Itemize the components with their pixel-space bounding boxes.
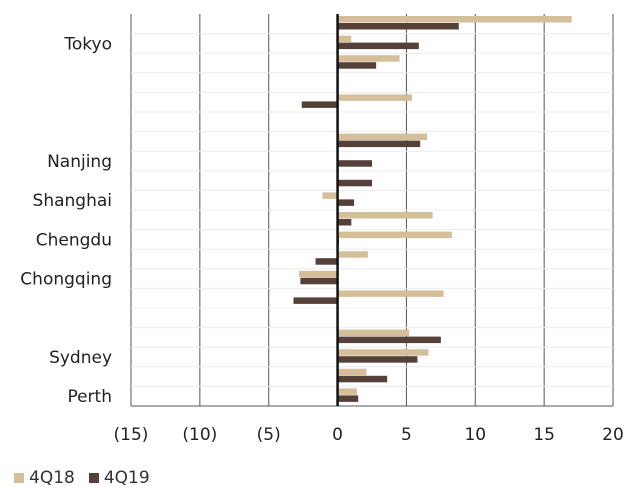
- x-tick-labels: (15) (10) (5) 0 5 10 15 20: [114, 425, 624, 445]
- bar-4q18: [337, 94, 412, 101]
- bar-4q18: [337, 290, 444, 297]
- bar-4q18: [337, 368, 367, 376]
- category-label: Chongqing: [20, 270, 112, 290]
- bar-4q18: [337, 251, 368, 258]
- bar-4q19: [337, 199, 355, 206]
- bar-4q18: [337, 329, 410, 337]
- bar-4q19: [301, 101, 338, 108]
- bar-4q19: [293, 297, 338, 304]
- bar-4q19: [337, 179, 372, 187]
- bar-4q19: [337, 140, 421, 148]
- bar-4q19: [337, 219, 352, 226]
- bar-4q19: [337, 375, 388, 383]
- legend-label-4q19: 4Q19: [103, 468, 150, 488]
- x-tick-label: 5: [401, 425, 412, 445]
- x-tick-label: 0: [332, 425, 343, 445]
- category-label: Perth: [67, 387, 112, 407]
- bar-4q19: [337, 62, 377, 69]
- bar-4q19: [337, 356, 418, 363]
- bar-4q18: [337, 16, 572, 23]
- bar-4q19: [337, 42, 419, 50]
- category-label: Nanjing: [47, 152, 112, 172]
- legend-label-4q18: 4Q18: [29, 468, 75, 488]
- x-tick-label: (15): [114, 425, 149, 445]
- chart-grid: [130, 14, 614, 407]
- chart-legend: 4Q18 4Q19: [14, 468, 164, 488]
- bar-4q18: [337, 133, 428, 141]
- x-tick-label: 15: [533, 425, 555, 445]
- legend-item-4q19: 4Q19: [88, 468, 150, 488]
- bar-4q18: [337, 212, 433, 219]
- legend-swatch-4q19: [88, 473, 99, 483]
- bar-4q18: [337, 231, 452, 239]
- category-label: Sydney: [49, 348, 112, 368]
- category-label: Tokyo: [63, 34, 112, 54]
- category-label: Chengdu: [36, 230, 112, 250]
- x-tick-label: (10): [182, 425, 217, 445]
- bar-4q19: [337, 395, 359, 402]
- bar-4q18: [337, 388, 357, 395]
- bar-4q19: [337, 23, 459, 30]
- bar-4q18: [337, 35, 352, 43]
- x-tick-label: (5): [257, 425, 281, 445]
- bar-4q19: [337, 160, 372, 167]
- bar-4q18: [299, 270, 338, 278]
- bar-4q18: [337, 349, 429, 356]
- bar-4q19: [315, 258, 338, 265]
- category-label: Shanghai: [33, 191, 112, 211]
- bar-4q18: [337, 55, 400, 62]
- bar-4q19: [300, 277, 338, 285]
- legend-swatch-4q18: [14, 473, 24, 483]
- chart-bars: [293, 16, 572, 402]
- bar-4q19: [337, 336, 441, 344]
- x-tick-label: 10: [464, 425, 486, 445]
- category-labels: Tokyo Nanjing Shanghai Chengdu Chongqing Sydn…: [20, 34, 112, 407]
- legend-item-4q18: 4Q18: [14, 468, 75, 488]
- x-tick-label: 20: [602, 425, 624, 445]
- bar-4q18: [322, 192, 338, 199]
